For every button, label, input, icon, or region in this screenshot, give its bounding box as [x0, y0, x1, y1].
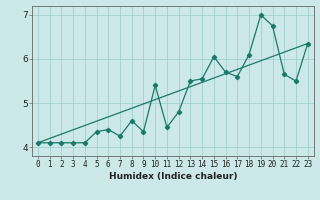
X-axis label: Humidex (Indice chaleur): Humidex (Indice chaleur) — [108, 172, 237, 181]
